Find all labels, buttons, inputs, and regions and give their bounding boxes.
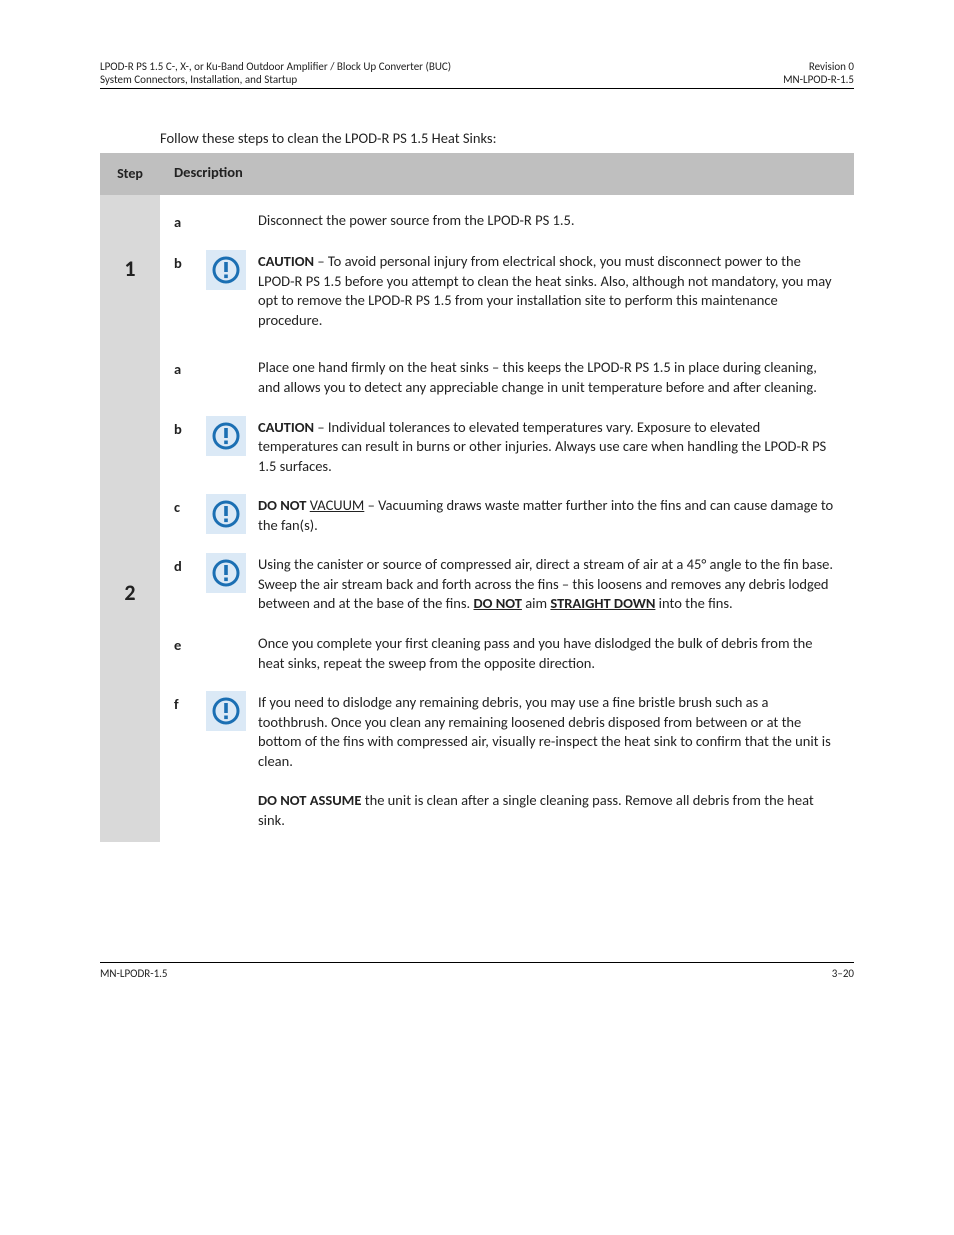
- document-page: LPOD-R PS 1.5 C-, X-, or Ku-Band Outdoor…: [0, 0, 954, 1020]
- icon-slot: [206, 416, 246, 477]
- step-sub: e Once you complete your first cleaning …: [174, 632, 840, 673]
- icon-slot: [206, 691, 246, 830]
- icon-slot-empty: [206, 209, 246, 233]
- header-right: Revision 0 MN-LPOD-R-1.5: [783, 60, 854, 86]
- step-number: 1: [100, 195, 160, 343]
- footer-right: 3–20: [832, 967, 854, 980]
- sub-letter: d: [174, 553, 194, 614]
- page-footer: MN-LPODR-1.5 3–20: [100, 967, 854, 980]
- icon-slot-empty: [206, 632, 246, 673]
- sub-text: If you need to dislodge any remaining de…: [258, 691, 840, 830]
- sub-letter: c: [174, 494, 194, 535]
- icon-slot: [206, 553, 246, 614]
- caution-icon: [206, 416, 246, 456]
- sub-text: Using the canister or source of compress…: [258, 553, 840, 614]
- page-header: LPOD-R PS 1.5 C-, X-, or Ku-Band Outdoor…: [100, 60, 854, 86]
- sub-text: CAUTION – To avoid personal injury from …: [258, 250, 840, 330]
- sub-text: Once you complete your first cleaning pa…: [258, 632, 840, 673]
- table-header-row: Step Description: [100, 153, 854, 195]
- sub-text: Place one hand firmly on the heat sinks …: [258, 356, 840, 397]
- step-row: 1 a Disconnect the power source from the…: [100, 195, 854, 343]
- header-left: LPOD-R PS 1.5 C-, X-, or Ku-Band Outdoor…: [100, 60, 451, 86]
- col-header-desc: Description: [160, 153, 854, 195]
- header-left-line2: System Connectors, Installation, and Sta…: [100, 73, 451, 86]
- header-right-line1: Revision 0: [783, 60, 854, 73]
- step-row: 2 a Place one hand firmly on the heat si…: [100, 342, 854, 842]
- sub-letter: e: [174, 632, 194, 673]
- step-sub: a Place one hand firmly on the heat sink…: [174, 356, 840, 397]
- sub-text: DO NOT VACUUM – Vacuuming draws waste ma…: [258, 494, 840, 535]
- step-sub: d Using the canister or source of compre…: [174, 553, 840, 614]
- footer-left: MN-LPODR-1.5: [100, 967, 168, 980]
- sub-letter: a: [174, 209, 194, 233]
- sub-letter: b: [174, 416, 194, 477]
- step-sub: b CAUTION – Individual tolerances to ele…: [174, 416, 840, 477]
- header-right-line2: MN-LPOD-R-1.5: [783, 73, 854, 86]
- icon-slot: [206, 494, 246, 535]
- sub-text: Disconnect the power source from the LPO…: [258, 209, 840, 233]
- steps-table: Step Description 1 a Disconnect the powe…: [100, 153, 854, 842]
- sub-text: CAUTION – Individual tolerances to eleva…: [258, 416, 840, 477]
- caution-icon: [206, 553, 246, 593]
- icon-slot: [206, 250, 246, 330]
- intro-text: Follow these steps to clean the LPOD-R P…: [160, 129, 854, 147]
- sub-letter: f: [174, 691, 194, 830]
- header-left-line1: LPOD-R PS 1.5 C-, X-, or Ku-Band Outdoor…: [100, 60, 451, 73]
- sub-letter: a: [174, 356, 194, 397]
- caution-icon: [206, 691, 246, 731]
- col-header-step: Step: [100, 153, 160, 195]
- sub-letter: b: [174, 250, 194, 330]
- caution-icon: [206, 494, 246, 534]
- step-sub: a Disconnect the power source from the L…: [174, 209, 840, 233]
- header-rule: [100, 88, 854, 89]
- step-sub: b CAUTION – To avoid personal injury fro…: [174, 250, 840, 330]
- step-number: 2: [100, 342, 160, 842]
- icon-slot-empty: [206, 356, 246, 397]
- step-sub: f If you need to dislodge any remaining …: [174, 691, 840, 830]
- step-body: a Place one hand firmly on the heat sink…: [160, 342, 854, 842]
- footer-rule: [100, 962, 854, 963]
- step-body: a Disconnect the power source from the L…: [160, 195, 854, 343]
- caution-icon: [206, 250, 246, 290]
- step-sub: c DO NOT VACUUM – Vacuuming draws waste …: [174, 494, 840, 535]
